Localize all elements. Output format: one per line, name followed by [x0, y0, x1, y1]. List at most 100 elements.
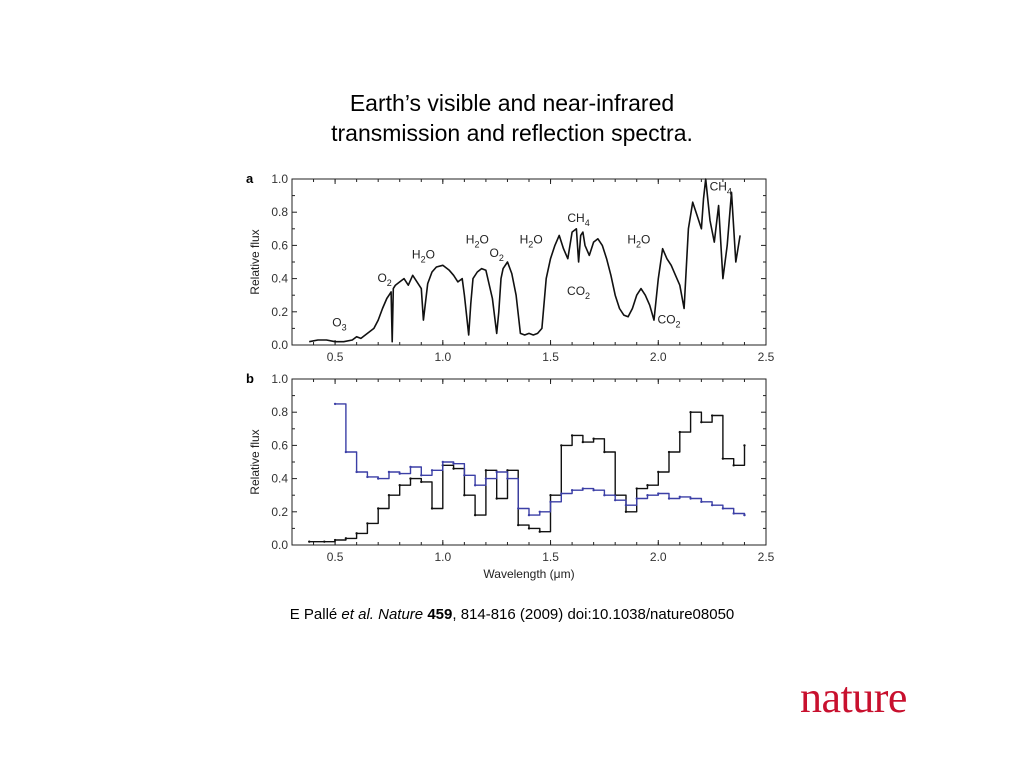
series-line-2 — [335, 403, 746, 516]
slide-title: Earth’s visible and near-infrared transm… — [262, 88, 762, 148]
series-point-2 — [420, 474, 423, 477]
series-point-2 — [560, 492, 563, 495]
series-point-2 — [667, 497, 671, 500]
citation: E Pallé et al. Nature 459, 814-816 (2009… — [0, 606, 1024, 623]
y-tick-label: 0.8 — [271, 205, 288, 219]
series-line-1 — [309, 411, 746, 543]
series-point-1 — [700, 420, 703, 424]
molecule-label: H2O — [520, 233, 543, 250]
series-point-2 — [689, 497, 692, 500]
series-point-2 — [506, 477, 509, 480]
series-point-1 — [743, 444, 746, 447]
x-tick-label: 0.5 — [327, 350, 344, 364]
series-point-1 — [484, 469, 488, 472]
series-point-2 — [527, 513, 531, 517]
series-point-2 — [430, 469, 434, 472]
series-point-1 — [646, 484, 649, 487]
series-point-2 — [743, 513, 746, 517]
series-point-2 — [635, 497, 638, 500]
series-point-2 — [441, 460, 445, 464]
nature-logo: nature — [800, 673, 907, 722]
series-point-2 — [398, 472, 401, 475]
x-tick-label: 2.5 — [758, 550, 775, 564]
series-point-1 — [355, 532, 358, 535]
series-point-2 — [646, 494, 649, 497]
series-point-2 — [473, 484, 477, 487]
series-point-1 — [678, 430, 682, 434]
series-point-2 — [376, 477, 380, 480]
series-point-1 — [420, 480, 423, 484]
series-point-2 — [333, 402, 337, 406]
citation-journal: Nature — [378, 606, 424, 623]
y-tick-label: 1.0 — [271, 372, 288, 386]
plot-frame — [291, 378, 767, 546]
series-point-1 — [430, 507, 434, 510]
molecule-label: O2 — [377, 271, 391, 288]
x-tick-label: 1.5 — [542, 550, 559, 564]
series-point-1 — [721, 457, 725, 460]
series-point-1 — [538, 530, 541, 533]
series-point-2 — [721, 507, 725, 510]
series-point-1 — [732, 464, 735, 467]
series-point-1 — [549, 494, 552, 497]
series-point-2 — [603, 494, 606, 497]
y-tick-label: 0.0 — [271, 538, 288, 552]
series-point-1 — [463, 494, 466, 497]
series-point-2 — [570, 489, 574, 492]
y-axis-label: Relative flux — [248, 229, 262, 294]
series-point-2 — [549, 500, 552, 504]
y-tick-label: 0.2 — [271, 305, 288, 319]
series-point-1 — [473, 513, 477, 517]
series-point-1 — [308, 540, 311, 543]
series-point-2 — [495, 470, 498, 474]
series-point-2 — [592, 489, 595, 492]
series-point-2 — [366, 475, 369, 479]
series-point-1 — [667, 450, 671, 454]
series-point-1 — [344, 537, 348, 540]
series-point-1 — [581, 440, 585, 444]
plot-frame — [291, 178, 767, 346]
y-tick-label: 0.4 — [271, 472, 288, 486]
citation-volume: 459 — [427, 606, 453, 623]
series-point-2 — [732, 512, 735, 515]
series-point-1 — [366, 522, 369, 525]
y-tick-label: 0.6 — [271, 438, 288, 452]
molecule-label: H2O — [412, 248, 435, 265]
series-point-2 — [613, 498, 617, 502]
molecule-label: CH4 — [710, 180, 732, 197]
series-point-1 — [592, 437, 595, 440]
x-axis-label: Wavelength (μm) — [483, 567, 574, 581]
x-tick-label: 1.5 — [542, 350, 559, 364]
citation-author: E Pallé — [289, 606, 342, 623]
series-point-1 — [527, 527, 531, 530]
series-point-1 — [387, 494, 391, 497]
molecule-label: H2O — [466, 233, 489, 250]
series-point-1 — [333, 538, 337, 542]
series-point-2 — [344, 450, 348, 454]
panel-label: b — [246, 371, 254, 386]
series-point-2 — [657, 492, 660, 495]
chart-panel-b: b 0.0 0.2 0.4 0.6 0.8 1.0 0.5 1.0 1.5 2.0 2.5 Relati… — [246, 371, 775, 581]
citation-etal: et al. — [341, 606, 374, 623]
y-tick-label: 0.6 — [271, 238, 288, 252]
x-tick-label: 2.5 — [758, 350, 775, 364]
series-point-1 — [495, 497, 498, 500]
slide-title-line-1: Earth’s visible and near-infrared — [349, 90, 675, 116]
series-point-1 — [657, 470, 660, 474]
y-tick-label: 0.8 — [271, 405, 288, 419]
series-line-1 — [309, 178, 741, 343]
y-tick-label: 1.0 — [271, 172, 288, 186]
x-tick-label: 1.0 — [434, 350, 451, 364]
series-point-2 — [517, 507, 520, 510]
series-point-1 — [689, 411, 692, 414]
x-tick-label: 0.5 — [327, 550, 344, 564]
series-point-1 — [560, 444, 563, 447]
molecule-label: O2 — [490, 246, 504, 263]
x-tick-label: 2.0 — [650, 350, 667, 364]
series-point-2 — [624, 503, 628, 507]
series-point-2 — [463, 474, 466, 477]
molecule-label: CO2 — [658, 312, 681, 329]
y-tick-label: 0.2 — [271, 505, 288, 519]
series-point-1 — [409, 477, 412, 480]
